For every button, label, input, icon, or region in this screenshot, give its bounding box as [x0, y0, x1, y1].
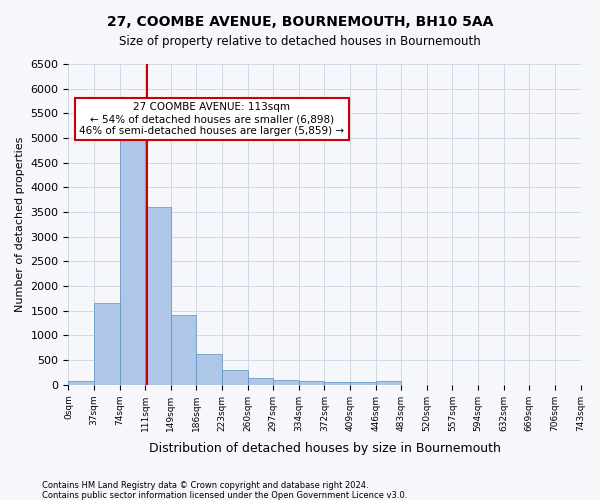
Bar [325, 382, 350, 385]
Bar [350, 382, 376, 385]
Bar [299, 381, 325, 385]
Bar [68, 382, 94, 385]
Bar [94, 304, 119, 385]
Bar [222, 370, 248, 385]
Bar [145, 207, 171, 385]
Bar [171, 314, 196, 385]
X-axis label: Distribution of detached houses by size in Bournemouth: Distribution of detached houses by size … [149, 442, 500, 455]
Text: 27 COOMBE AVENUE: 113sqm
← 54% of detached houses are smaller (6,898)
46% of sem: 27 COOMBE AVENUE: 113sqm ← 54% of detach… [79, 102, 344, 136]
Bar [196, 354, 222, 385]
Bar [119, 134, 145, 385]
Text: Contains public sector information licensed under the Open Government Licence v3: Contains public sector information licen… [42, 491, 407, 500]
Text: Contains HM Land Registry data © Crown copyright and database right 2024.: Contains HM Land Registry data © Crown c… [42, 481, 368, 490]
Y-axis label: Number of detached properties: Number of detached properties [15, 136, 25, 312]
Bar [376, 382, 401, 385]
Bar [273, 380, 299, 385]
Text: 27, COOMBE AVENUE, BOURNEMOUTH, BH10 5AA: 27, COOMBE AVENUE, BOURNEMOUTH, BH10 5AA [107, 15, 493, 29]
Bar [248, 378, 273, 385]
Text: Size of property relative to detached houses in Bournemouth: Size of property relative to detached ho… [119, 35, 481, 48]
